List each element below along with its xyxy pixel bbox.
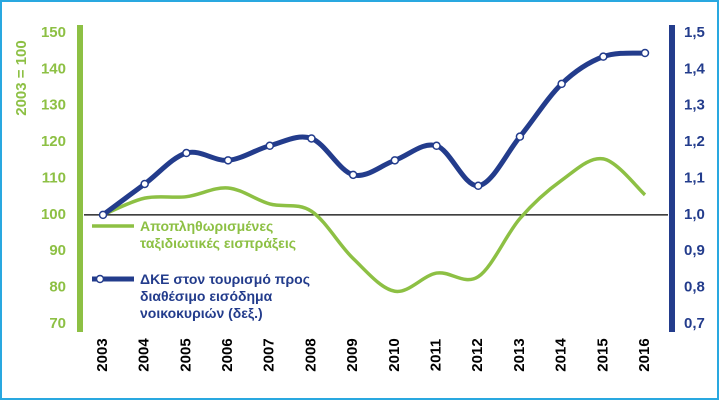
series-line [102,156,647,294]
y2-tick-label: 1,5 [684,24,705,41]
legend-label: Αποπληθωρισμένες ταξιδιωτικές εισπράξεις [140,218,296,251]
x-tick-label: 2009 [344,338,361,371]
x-tick-label: 2012 [469,338,486,371]
point-marker [265,141,275,151]
point-marker [390,156,400,165]
y-tick-label: 120 [41,133,66,150]
y2-tick-label: 1,0 [684,206,705,223]
point-marker [557,79,566,89]
y-tick-label: 110 [42,169,66,186]
point-marker [432,141,441,151]
x-tick-label: 2013 [511,338,528,371]
y2-tick-label: 1,1 [684,169,705,186]
x-tick-label: 2004 [136,338,153,372]
y-tick-label: 90 [49,242,66,259]
point-marker [640,48,650,58]
x-tick-label: 2006 [219,338,236,371]
point-marker [182,148,191,158]
y2-tick-label: 0,9 [684,242,705,259]
x-tick-label: 2015 [594,338,611,371]
point-marker [473,181,483,191]
point-marker [98,210,108,220]
y2-tick-label: 0,7 [684,315,705,332]
point-marker [223,156,233,165]
point-marker [599,52,608,61]
y-axis-label: 2003 = 100 [13,40,30,116]
y2-tick-label: 1,4 [684,60,706,77]
point-marker [140,179,149,189]
y-tick-label: 150 [41,24,66,41]
series-line [101,50,646,217]
y2-tick-label: 0,8 [684,279,705,296]
x-tick-label: 2014 [553,338,570,372]
legend-label: ΔΚΕ στον τουρισμό προς διαθέσιμο εισόδημ… [140,271,310,321]
y-tick-label: 130 [41,97,66,114]
x-tick-label: 2005 [177,338,194,371]
x-tick-label: 2011 [428,339,445,372]
x-tick-label: 2007 [261,338,278,371]
point-marker [348,170,358,180]
x-tick-label: 2010 [386,338,403,371]
point-marker [515,132,525,141]
y2-tick-label: 1,3 [684,97,705,114]
y-tick-label: 80 [49,279,66,296]
x-tick-label: 2003 [94,338,111,371]
y-tick-label: 140 [41,60,66,77]
legend-marker [95,274,105,284]
y2-tick-label: 1,2 [684,133,705,150]
y-tick-label: 70 [49,315,66,332]
y-tick-label: 100 [41,206,66,223]
point-marker [307,134,316,143]
x-tick-label: 2008 [302,338,319,371]
x-tick-label: 2016 [636,338,653,371]
